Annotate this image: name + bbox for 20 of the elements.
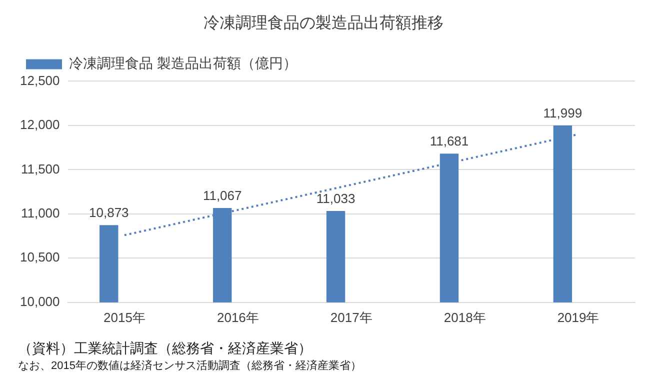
legend-label: 冷凍調理食品 製造品出荷額（億円） xyxy=(69,55,297,72)
y-tick-label: 12,000 xyxy=(20,117,60,132)
y-tick-label: 10,500 xyxy=(20,250,60,265)
chart-title: 冷凍調理食品の製造品出荷額推移 xyxy=(204,14,444,32)
y-tick-label: 11,000 xyxy=(20,206,60,220)
text: （資料）工業統計調査（総務省・経済産業省） xyxy=(18,340,312,358)
data-label: 11,033 xyxy=(316,191,356,206)
y-tick-label: 10,000 xyxy=(20,294,60,309)
x-tick-label: 2018年 xyxy=(444,310,486,325)
text: なお、2015年の数値は経済センサス活動調査（総務省・経済産業省） xyxy=(18,358,362,373)
data-label: 11,999 xyxy=(543,106,582,121)
x-tick-label: 2017年 xyxy=(330,310,372,325)
y-tick-label: 12,500 xyxy=(20,72,60,88)
data-label: 10,873 xyxy=(89,205,129,220)
x-tick-label: 2019年 xyxy=(557,310,600,325)
x-tick-label: 2016年 xyxy=(216,310,259,325)
data-label: 11,067 xyxy=(202,188,242,204)
y-tick-label: 11,500 xyxy=(20,161,60,176)
x-tick-label: 2015年 xyxy=(104,310,146,325)
data-label: 11,681 xyxy=(430,134,469,149)
